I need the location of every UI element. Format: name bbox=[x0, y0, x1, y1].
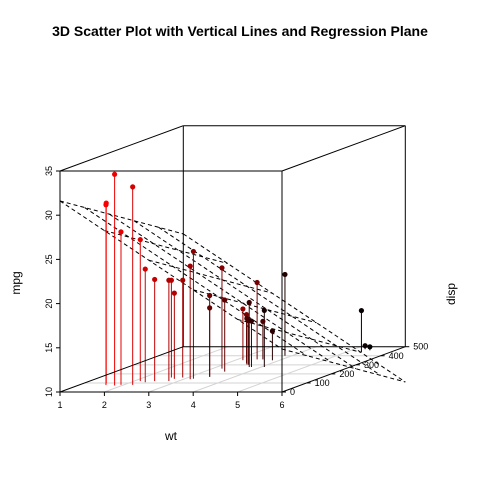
x-tick-label: 4 bbox=[191, 400, 196, 410]
floor-gridline bbox=[104, 346, 228, 393]
data-point bbox=[362, 343, 368, 349]
data-point bbox=[207, 305, 213, 311]
data-point bbox=[219, 265, 225, 271]
vertical-lines bbox=[105, 174, 371, 386]
data-point bbox=[118, 229, 124, 235]
data-point bbox=[261, 307, 267, 314]
floor-edge bbox=[59, 346, 184, 393]
data-point bbox=[222, 297, 228, 303]
data-point bbox=[103, 202, 109, 208]
data-point bbox=[152, 276, 158, 283]
plane-line bbox=[237, 318, 362, 353]
data-point bbox=[112, 171, 118, 177]
plane-line bbox=[59, 200, 184, 235]
x-tick-label: 3 bbox=[146, 400, 151, 410]
z-tick-label: 20 bbox=[44, 299, 54, 309]
z-tick-label: 25 bbox=[44, 254, 54, 264]
data-point bbox=[358, 307, 365, 314]
regression-plane bbox=[59, 200, 406, 383]
plane-line bbox=[133, 220, 357, 370]
data-point bbox=[130, 184, 136, 190]
data-point bbox=[187, 263, 193, 269]
plane-line bbox=[281, 348, 406, 383]
data-point bbox=[171, 290, 177, 296]
data-point bbox=[190, 248, 197, 255]
x-tick-label: 5 bbox=[235, 400, 240, 410]
z-tick-label: 15 bbox=[44, 343, 54, 353]
plane-line bbox=[59, 200, 283, 350]
y-tick-label: 0 bbox=[290, 387, 295, 397]
data-point bbox=[254, 279, 260, 286]
plane-line bbox=[109, 213, 332, 363]
data-point bbox=[260, 318, 266, 324]
x-tick-label: 2 bbox=[102, 400, 107, 410]
data-point bbox=[142, 266, 148, 272]
plane-line bbox=[148, 259, 273, 294]
data-point bbox=[248, 318, 255, 324]
y-tick-label: 400 bbox=[389, 351, 404, 361]
data-points bbox=[103, 171, 373, 350]
plane-line bbox=[193, 289, 317, 324]
z-tick-label: 35 bbox=[44, 166, 54, 176]
data-point bbox=[240, 306, 246, 312]
z-tick-label: 30 bbox=[44, 210, 54, 220]
z-tick-label: 10 bbox=[44, 387, 54, 397]
y-axis-title: disp bbox=[444, 283, 458, 305]
box-edge bbox=[281, 125, 406, 172]
x-tick-label: 6 bbox=[279, 400, 284, 410]
x-tick-label: 1 bbox=[57, 400, 62, 410]
chart-title: 3D Scatter Plot with Vertical Lines and … bbox=[52, 23, 428, 39]
floor-grid bbox=[84, 346, 381, 393]
box-back-edges bbox=[59, 125, 406, 347]
box-edge bbox=[59, 125, 184, 172]
y-tick-label: 100 bbox=[315, 378, 330, 388]
box-front-edges bbox=[60, 125, 406, 392]
data-point bbox=[180, 277, 186, 283]
data-point bbox=[243, 311, 250, 318]
plane-line bbox=[104, 230, 228, 264]
floor-gridline bbox=[193, 346, 317, 393]
z-axis-title: mpg bbox=[9, 271, 23, 294]
data-point bbox=[137, 237, 143, 243]
data-point bbox=[246, 299, 252, 306]
data-point bbox=[282, 271, 288, 278]
y-tick-label: 200 bbox=[339, 369, 354, 379]
data-point bbox=[166, 277, 172, 283]
axes: 1 2 3 4 5 6 10 15 20 25 30 35 0 100 200 300 400 500 bbox=[44, 166, 428, 410]
data-point bbox=[207, 292, 213, 299]
floor-gridline bbox=[237, 346, 362, 393]
x-axis-title: wt bbox=[164, 429, 178, 443]
y-tick-label: 500 bbox=[413, 342, 428, 352]
data-point bbox=[269, 328, 276, 334]
y-tick-label: 300 bbox=[364, 360, 379, 370]
plane-line bbox=[183, 233, 406, 383]
y-axis-line bbox=[281, 346, 406, 393]
